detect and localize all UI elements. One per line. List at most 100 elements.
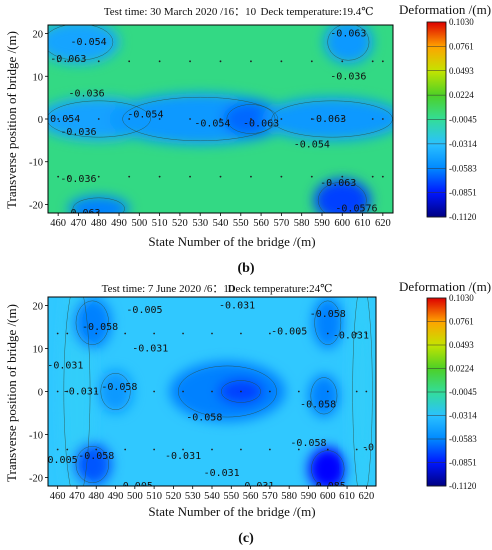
measurement-point xyxy=(189,175,191,178)
contour-line xyxy=(352,297,373,486)
x-tick-label: 570 xyxy=(262,491,278,502)
colorbar-segment xyxy=(427,143,446,169)
colorbar-segment xyxy=(427,46,446,72)
measurement-point xyxy=(182,332,184,335)
contour-label: -0.0 xyxy=(362,442,386,453)
measurement-point xyxy=(66,332,69,335)
measurement-point xyxy=(250,118,252,120)
measurement-point xyxy=(219,175,222,178)
measurement-point xyxy=(211,390,213,393)
deformation-region xyxy=(73,297,112,349)
y-tick-label: 10 xyxy=(33,72,44,83)
colorbar-tick-label: 0.0761 xyxy=(449,317,474,327)
measurement-point xyxy=(326,390,329,393)
measurement-point xyxy=(341,60,344,63)
contour-line xyxy=(310,377,338,415)
colorbar-tick-label: -0.0045 xyxy=(449,387,477,397)
measurement-point xyxy=(371,60,374,63)
panel-c-header-right: Deck temperature:24℃ xyxy=(228,283,333,295)
contour-label: -0.031 xyxy=(204,468,240,479)
contour-line xyxy=(314,300,342,345)
x-tick-label: 480 xyxy=(88,491,104,502)
panel-b-xlabel: State Number of the bridge /(m) xyxy=(148,234,315,249)
contour-label: -0.054 xyxy=(194,118,230,129)
x-tick-label: 490 xyxy=(108,491,124,502)
contour-label: -0.058 xyxy=(290,438,326,449)
deformation-region xyxy=(48,25,120,64)
x-tick-label: 600 xyxy=(320,491,336,502)
colorbar-tick-label: -0.0583 xyxy=(449,163,477,173)
x-tick-label: 520 xyxy=(166,491,182,502)
contour-label: -0.031 xyxy=(333,331,369,342)
panel-b-label: (b) xyxy=(237,261,254,276)
measurement-point xyxy=(182,448,184,451)
contour-line xyxy=(311,450,345,486)
contour-label: -0.031 xyxy=(238,481,274,492)
contour-label: -0.058 xyxy=(82,322,118,333)
colorbar-tick-label: 0.0493 xyxy=(449,66,474,76)
panel-c-header-left: Test time: 7 June 2020 /6：10 xyxy=(102,283,235,295)
contour-label: -0.058 xyxy=(300,399,336,410)
deformation-region xyxy=(324,25,373,64)
colorbar-segment xyxy=(427,345,446,369)
measurement-point xyxy=(219,60,222,63)
x-tick-label: 600 xyxy=(334,218,350,229)
measurement-point xyxy=(219,118,222,120)
contour-line xyxy=(75,446,110,484)
measurement-point xyxy=(310,60,313,63)
y-tick-label: -20 xyxy=(29,200,43,211)
panel-b: Test time: 30 March 2020 /16：10 Deck tem… xyxy=(4,2,491,276)
measurement-point xyxy=(56,448,59,451)
colorbar-segment xyxy=(427,168,446,193)
contour-label: -0.063 xyxy=(243,118,279,129)
contour-label: -0.058 xyxy=(101,382,137,393)
colorbar-tick-label: -0.0314 xyxy=(449,411,477,421)
deformation-region xyxy=(261,97,393,141)
contour-label: -0.005 xyxy=(42,455,78,466)
x-tick-label: 610 xyxy=(339,491,355,502)
measurement-point xyxy=(280,60,283,63)
measurement-point xyxy=(310,175,313,178)
colorbar-segment xyxy=(427,22,446,47)
x-tick-label: 480 xyxy=(91,218,107,229)
x-tick-label: 620 xyxy=(375,218,391,229)
measurement-point xyxy=(211,332,213,335)
measurement-point xyxy=(297,448,300,451)
measurement-point xyxy=(153,332,156,335)
x-tick-label: 500 xyxy=(127,491,143,502)
y-tick-label: 0 xyxy=(38,115,43,126)
measurement-point xyxy=(124,448,127,451)
colorbar-tick-label: -0.0583 xyxy=(449,434,477,444)
x-tick-label: 540 xyxy=(213,218,229,229)
y-tick-label: -10 xyxy=(29,158,43,169)
contour-label: -0.063 xyxy=(64,208,100,219)
x-tick-label: 590 xyxy=(314,218,330,229)
contour-line xyxy=(100,372,131,411)
measurement-point xyxy=(297,332,300,335)
measurement-point xyxy=(95,332,98,335)
measurement-point xyxy=(240,390,242,393)
measurement-point xyxy=(56,390,59,393)
measurement-point xyxy=(268,390,271,393)
measurement-point xyxy=(57,175,60,178)
measurement-point xyxy=(57,118,60,120)
contour-label: -0.031 xyxy=(63,387,99,398)
y-tick-label: -20 xyxy=(29,473,43,484)
measurement-point xyxy=(95,390,98,393)
measurement-point xyxy=(310,118,313,120)
measurement-point xyxy=(153,448,156,451)
measurement-point xyxy=(158,118,161,120)
measurement-point xyxy=(365,390,368,393)
contour-label: -0.005 xyxy=(126,305,162,316)
measurement-point xyxy=(355,448,358,451)
measurement-point xyxy=(57,60,60,63)
measurement-point xyxy=(124,390,127,393)
x-tick-label: 550 xyxy=(223,491,239,502)
measurement-point xyxy=(341,118,344,120)
measurement-point xyxy=(371,175,374,178)
measurement-point xyxy=(355,332,358,335)
measurement-point xyxy=(365,448,368,451)
colorbar-segment xyxy=(427,70,446,96)
measurement-point xyxy=(250,60,252,63)
